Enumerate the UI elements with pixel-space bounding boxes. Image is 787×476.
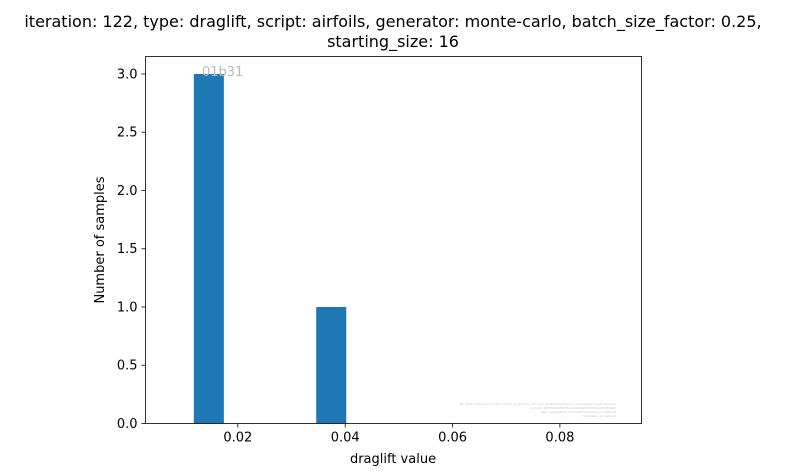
plot-frame	[145, 56, 642, 424]
x-tick-label: 0.08	[545, 431, 574, 446]
footnote-line: Hostname: lo-login-03	[583, 414, 616, 418]
y-tick-label: 0.0	[117, 417, 138, 432]
y-tick-label: 0.5	[117, 359, 138, 374]
footnote-line: Repo: git@github.com/kjetil-lye/some_ml_…	[541, 410, 617, 414]
x-tick-label: 0.06	[438, 431, 467, 446]
bar	[316, 306, 347, 424]
y-tick-label: 2.5	[117, 126, 138, 141]
y-ticks-group: 0.0 0.5 1.0 1.5 2.0 2.5 3.0	[117, 67, 146, 432]
x-tick-label: 0.04	[331, 431, 360, 446]
chart-title-line-2: starting_size: 16	[327, 32, 459, 52]
x-axis-label: draglift value	[350, 452, 436, 467]
y-tick-label: 3.0	[117, 67, 138, 82]
y-axis-label: Number of samples	[93, 176, 108, 303]
y-tick-label: 1.5	[117, 242, 138, 257]
footnote: By Kjetil Olsen Lye & ETHZ (kjetil.o.lye…	[460, 402, 617, 418]
x-ticks-group: 0.02 0.04 0.06 0.08	[223, 423, 574, 446]
y-tick-label: 1.0	[117, 300, 138, 315]
plot-area	[145, 56, 642, 424]
bars-group	[193, 73, 347, 424]
annotation-label: 01b31	[202, 65, 243, 80]
x-tick-label: 0.02	[223, 431, 252, 446]
footnote-line: By Kjetil Olsen Lye & ETHZ (kjetil.o.lye…	[460, 402, 616, 406]
y-tick-label: 2.0	[117, 184, 138, 199]
bar	[193, 73, 224, 424]
footnote-line: Commit: 1855f60b26f1d7a1b2bae8d25f4653e3…	[530, 406, 616, 410]
chart-title-line-1: iteration: 122, type: draglift, script: …	[24, 12, 761, 32]
